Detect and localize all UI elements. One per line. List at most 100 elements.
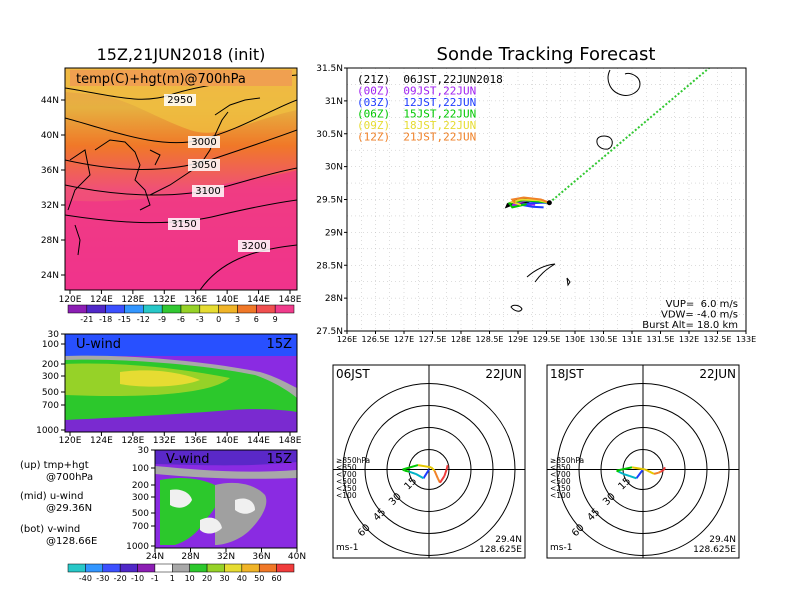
track-legend-entry: (00Z) 09JST,22JUN [357, 85, 476, 98]
map-y-tick-label: 24N [41, 271, 59, 281]
hodograph-segment [445, 464, 449, 470]
track-title: Sonde Tracking Forecast [437, 44, 656, 65]
wind-colorbar: -40 -30 -20 -10 -1 1 10 20 30 40 50 60 [67, 563, 295, 583]
wind-colorbar-cell [85, 563, 104, 573]
track-y-tick-label: 30.5N [316, 130, 343, 140]
hodograph-legend-entry: <700 [336, 470, 357, 479]
hodograph-legend-entry: <700 [550, 470, 571, 479]
hodograph-segment [653, 471, 659, 475]
colorbar-cell [161, 304, 182, 314]
colorbar-label: -9 [158, 315, 166, 324]
caption-up-1: (up) tmp+hgt [20, 460, 89, 471]
hodograph-unit: ms-1 [550, 543, 572, 553]
colorbar-cell [105, 304, 125, 314]
wind-colorbar-label: 10 [185, 574, 195, 583]
hodograph-lon: 128.625E [693, 545, 736, 555]
u-wind-x-tick-label: 144E [247, 436, 270, 446]
track-info-line: VDW= -4.0 m/s [661, 310, 738, 321]
map-y-tick-label: 44N [41, 96, 59, 106]
contour-label-bg [164, 94, 196, 106]
track-x-tick-label: 128.5E [476, 335, 504, 344]
colorbar-cell [218, 304, 238, 314]
wind-colorbar-label: -20 [114, 574, 127, 583]
hodograph-legend-entry: ≥850hPa [550, 456, 584, 465]
wind-colorbar-cell [206, 563, 225, 573]
contour-label: 3100 [195, 186, 220, 197]
colorbar-cell [124, 304, 144, 314]
colorbar-cell [143, 304, 163, 314]
coastlines [67, 97, 261, 256]
hodograph-segment [635, 468, 644, 479]
hodograph-segment [622, 472, 631, 478]
hodograph-segment [660, 469, 664, 473]
map-title: 15Z,21JUN2018 (init) [97, 45, 266, 64]
track-x-tick-label: 133E [736, 335, 756, 344]
temperature-colorbar: -21 -18 -15 -12 -9 -6 -3 0 3 6 9 [67, 304, 295, 324]
hodograph-segment [663, 466, 666, 470]
v-wind-x-tick-label: 32N [217, 552, 235, 562]
colorbar-cell [86, 304, 106, 314]
wind-colorbar-cell [276, 563, 295, 573]
track-legend-entry: (12Z) 21JST,22JUN [357, 131, 476, 144]
hodograph-legend-entry: ≥850hPa [336, 456, 370, 465]
wind-colorbar-cell [67, 563, 86, 573]
wind-colorbar-label: 40 [237, 574, 247, 583]
hodograph-segment [657, 470, 662, 474]
wind-colorbar-label: 1 [170, 574, 175, 583]
map-inner-title: temp(C)+hgt(m)@700hPa [76, 72, 246, 87]
v-wind-time: 15Z [267, 452, 293, 467]
colorbar-cell [256, 304, 276, 314]
hodograph-segment [644, 468, 651, 473]
wind-colorbar-label: -40 [79, 574, 92, 583]
hodograph-lon: 128.625E [479, 545, 522, 555]
track-x-tick-label: 126E [337, 335, 357, 344]
v-wind-label: V-wind [166, 452, 210, 467]
track-x-tick-label: 128E [451, 335, 471, 344]
contour-label-bg [192, 185, 224, 197]
track-y-tick-label: 28.5N [316, 261, 343, 271]
u-wind-x-tick-label: 132E [153, 436, 176, 446]
contour-label-bg [188, 136, 220, 148]
wind-colorbar-cell [102, 563, 121, 573]
track-x-tick-label: 127.5E [419, 335, 447, 344]
u-wind-x-tick-label: 120E [59, 436, 82, 446]
hodograph-segment [433, 470, 439, 479]
v-wind-x-tick-label: 24N [146, 552, 164, 562]
u-wind-x-tick-label: 148E [279, 436, 302, 446]
hodograph-legend-entry: <850 [550, 463, 571, 472]
v-wind-x-tick-label: 28N [181, 552, 199, 562]
contour-label-bg [188, 159, 220, 171]
track-x-tick-label: 129E [508, 335, 528, 344]
track-x-tick-label: 131E [622, 335, 642, 344]
colorbar-label: -12 [137, 315, 150, 324]
colorbar-label: 9 [273, 315, 278, 324]
wind-colorbar-cell [189, 563, 208, 573]
track-x-tick-label: 126.5E [362, 335, 390, 344]
map-x-tick-label: 132E [153, 295, 176, 305]
track-y-tick-label: 29.5N [316, 196, 343, 206]
track-legend-entry: (09Z) 18JST,22JUN [357, 119, 476, 132]
colorbar-label: 3 [235, 315, 240, 324]
hodograph-legend-entry: <250 [550, 484, 571, 493]
hodograph-segment [402, 464, 419, 471]
u-wind-x-tick-label: 124E [90, 436, 113, 446]
u-wind-y-tick-label: 100 [42, 340, 59, 350]
u-wind-y-tick-label: 700 [42, 401, 59, 411]
v-wind-y-ticks: 30 100 200 300 500 700 1000 [126, 446, 155, 552]
wind-colorbar-label: 60 [272, 574, 282, 583]
u-wind-y-tick-label: 300 [42, 372, 59, 382]
contour-label: 3200 [241, 241, 266, 252]
colorbar-label: -21 [80, 315, 93, 324]
caption-bot-1: (bot) v-wind [20, 524, 80, 535]
v-wind-y-tick-label: 30 [138, 446, 150, 456]
map-x-tick-label: 128E [121, 295, 144, 305]
hodograph-segment [430, 466, 436, 472]
track-x-tick-label: 127E [394, 335, 414, 344]
ascent-path [548, 68, 711, 204]
track-series-line [508, 198, 550, 206]
colorbar-label: 6 [254, 315, 259, 324]
hodograph-right-label: 22JUN [485, 367, 522, 381]
hodograph-segment [422, 468, 430, 479]
track-info-line: Burst Alt= 18.0 km [642, 320, 738, 331]
